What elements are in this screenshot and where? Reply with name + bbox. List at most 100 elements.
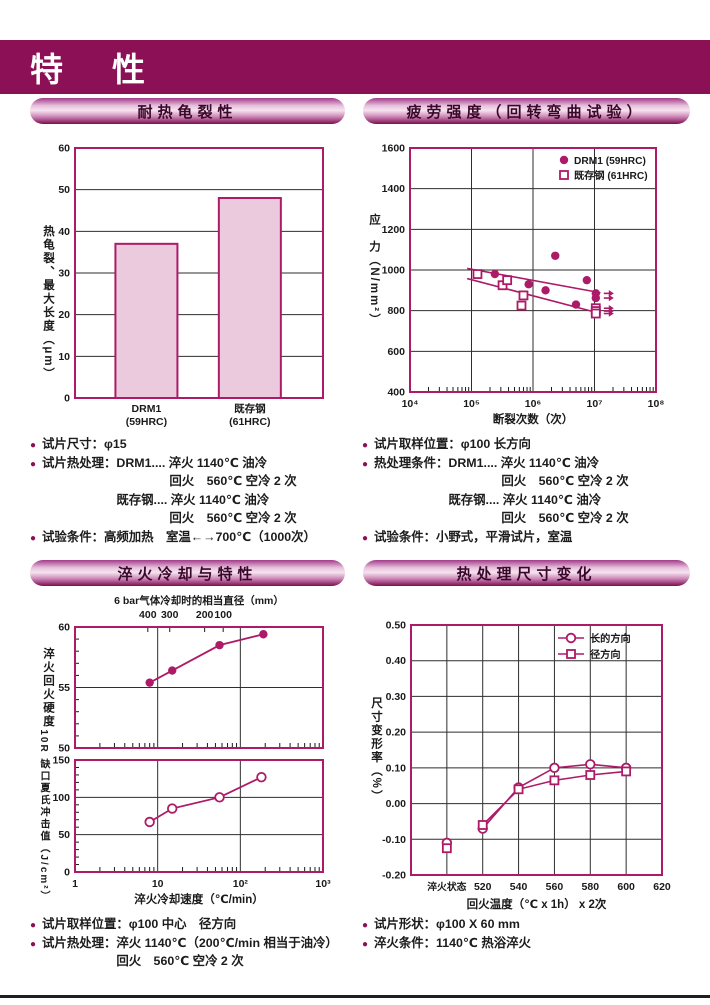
note-text: 既存钢.... 淬火 1140℃ 油冷	[374, 492, 602, 507]
svg-text:560: 560	[546, 881, 564, 893]
svg-text:断裂次数（次）: 断裂次数（次）	[493, 412, 574, 426]
svg-text:0.10: 0.10	[386, 762, 407, 774]
panel-title-heat-crack: 耐热龟裂性	[137, 103, 238, 121]
svg-text:径方向: 径方向	[590, 648, 621, 661]
note-line: ● 淬火条件：1140℃ 热浴淬火	[362, 935, 531, 954]
note-bullet-icon: ●	[362, 920, 369, 931]
svg-text:40: 40	[58, 226, 70, 238]
svg-text:150: 150	[52, 755, 70, 767]
quench-cooling-charts: 6 bar气体冷却时的相当直径（mm） 400 300 200 100 50 55 60 0 50…	[28, 590, 350, 924]
svg-text:55: 55	[58, 682, 70, 694]
svg-text:100: 100	[214, 609, 232, 621]
svg-text:580: 580	[582, 881, 600, 893]
svg-text:540: 540	[510, 881, 528, 893]
note-line: ● 试片热处理：DRM1.... 淬火 1140℃ 油冷	[30, 455, 316, 474]
svg-text:10⁷: 10⁷	[586, 398, 602, 410]
svg-text:1: 1	[72, 878, 78, 890]
fatigue-notes: ● 试片取样位置：φ100 长方向 ● 热处理条件：DRM1.... 淬火 1140℃…	[362, 436, 629, 548]
panel-title-quench: 淬火冷却与特性	[117, 565, 258, 583]
note-line: ● 试验条件：小野式，平滑试片，室温	[362, 529, 629, 548]
note-line: ● 热处理条件：DRM1.... 淬火 1140℃ 油冷	[362, 455, 629, 474]
fatigue-scatter-svg: DRM1 (59HRC) 既存钢 (61HRC) 400 600 800 1000 1200…	[382, 143, 665, 427]
note-line: ● 回火 560℃ 空冷 2 次	[30, 510, 316, 529]
svg-text:50: 50	[58, 829, 70, 841]
svg-text:(61HRC): (61HRC)	[229, 416, 270, 428]
note-text: 试片热处理：DRM1.... 淬火 1140℃ 油冷	[42, 455, 268, 470]
svg-text:800: 800	[387, 305, 405, 317]
y-axis-label: 尺寸变形率（%）	[370, 696, 382, 804]
note-bullet-icon: ●	[362, 458, 369, 470]
note-bullet-icon: ●	[362, 440, 369, 451]
quench-cooling-svg: 6 bar气体冷却时的相当直径（mm）400 300 200 100505560050…	[52, 594, 331, 906]
note-bullet-icon: ●	[30, 920, 37, 931]
note-line: ● 试片取样位置：φ100 长方向	[362, 436, 629, 455]
svg-text:50: 50	[58, 184, 70, 196]
svg-text:10: 10	[152, 878, 164, 890]
svg-text:10³: 10³	[315, 878, 331, 890]
svg-text:6 bar气体冷却时的相当直径（mm）: 6 bar气体冷却时的相当直径（mm）	[114, 594, 284, 607]
note-text: 淬火条件：1140℃ 热浴淬火	[374, 935, 531, 950]
quench-notes: ● 试片取样位置：φ100 中心 径方向 ● 试片热处理：淬火 1140℃（200℃/…	[30, 916, 338, 972]
note-line: ● 回火 560℃ 空冷 2 次	[362, 510, 629, 529]
note-text: 回火 560℃ 空冷 2 次	[42, 954, 244, 969]
svg-text:-0.10: -0.10	[382, 834, 406, 846]
note-bullet-icon: ●	[30, 938, 37, 950]
svg-text:50: 50	[58, 743, 70, 755]
note-line: ● 回火 560℃ 空冷 2 次	[362, 473, 628, 492]
y-axis-label: 淬火回火硬度	[42, 647, 54, 728]
svg-text:600: 600	[617, 881, 635, 893]
svg-text:0.20: 0.20	[386, 727, 407, 739]
svg-text:10⁵: 10⁵	[463, 398, 480, 410]
note-line: ● 试片形状：φ100 X 60 mm	[362, 916, 531, 935]
note-line: ● 试验条件：高频加热 室温←→700℃（1000次）	[30, 529, 316, 548]
note-bullet-icon: ●	[362, 938, 369, 950]
svg-text:100: 100	[52, 792, 70, 804]
svg-text:0: 0	[64, 867, 70, 879]
panel-header-heat-crack: 耐热龟裂性	[30, 98, 345, 124]
svg-text:60: 60	[58, 143, 70, 155]
note-text: 回火 560℃ 空冷 2 次	[42, 474, 297, 489]
svg-text:0: 0	[64, 393, 70, 405]
note-bullet-icon: ●	[30, 440, 37, 451]
svg-text:(59HRC): (59HRC)	[126, 416, 167, 428]
panel-title-dimension: 热处理尺寸变化	[456, 565, 597, 583]
dimension-notes: ● 试片形状：φ100 X 60 mm ● 淬火条件：1140℃ 热浴淬火	[362, 916, 531, 953]
bottom-rule	[0, 995, 710, 998]
y-axis-label: 热龟裂、最大长度（μm）	[42, 224, 54, 382]
svg-text:0.30: 0.30	[386, 691, 407, 703]
note-bullet-icon: ●	[30, 458, 37, 470]
page-header-band: 特 性	[0, 40, 710, 94]
svg-text:DRM1: DRM1	[132, 403, 162, 415]
svg-text:0.40: 0.40	[386, 655, 407, 667]
svg-text:既存钢: 既存钢	[234, 402, 266, 415]
panel-header-dimension: 热处理尺寸变化	[363, 560, 690, 586]
svg-text:60: 60	[58, 622, 70, 634]
panel-title-fatigue: 疲劳强度（回转弯曲试验）	[406, 103, 647, 121]
svg-text:1200: 1200	[382, 224, 406, 236]
svg-text:1600: 1600	[382, 143, 406, 155]
note-bullet-icon: ●	[30, 532, 37, 544]
svg-text:300: 300	[161, 609, 179, 621]
y-axis-label: 应 力（N/mm²）	[368, 213, 380, 327]
svg-text:淬火状态: 淬火状态	[427, 880, 466, 893]
svg-text:-0.20: -0.20	[382, 870, 406, 882]
note-text: 试片取样位置：φ100 中心 径方向	[42, 917, 237, 931]
svg-text:200: 200	[196, 609, 214, 621]
note-line: ● 既存钢.... 淬火 1140℃ 油冷	[362, 492, 629, 511]
note-text: 回火 560℃ 空冷 2 次	[374, 511, 629, 526]
note-line: ● 试片尺寸：φ15	[30, 436, 316, 455]
note-line: ● 回火 560℃ 空冷 2 次	[30, 953, 338, 972]
panel-header-quench: 淬火冷却与特性	[30, 560, 345, 586]
svg-text:10⁴: 10⁴	[402, 398, 419, 410]
note-text: 试验条件：小野式，平滑试片，室温	[374, 529, 573, 544]
note-text: 既存钢.... 淬火 1140℃ 油冷	[42, 492, 270, 507]
note-text: 试片尺寸：φ15	[42, 437, 127, 451]
note-text: 回火 560℃ 空冷 2 次	[42, 511, 297, 526]
svg-text:DRM1 (59HRC): DRM1 (59HRC)	[574, 156, 646, 167]
heat-crack-bar-chart: 0 10 20 30 40 50 60 DRM1 (59HRC) 既存钢 (61HRC) 热龟裂、最大…	[28, 138, 350, 440]
note-line: ● 试片热处理：淬火 1140℃（200℃/min 相当于油冷）	[30, 935, 338, 954]
svg-text:10⁸: 10⁸	[648, 398, 665, 410]
svg-text:30: 30	[58, 268, 70, 280]
